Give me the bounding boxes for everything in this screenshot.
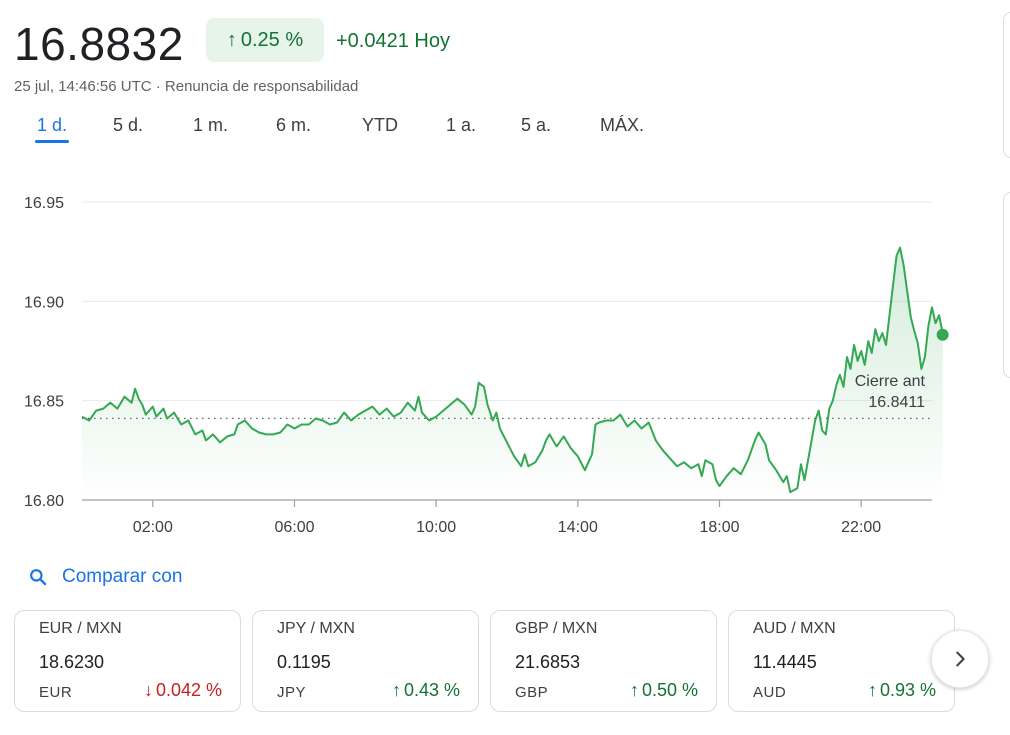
change-percent: ↑ 0.93 %: [868, 680, 936, 701]
exchange-rate: 18.6230: [39, 652, 105, 672]
change-value: 0.43 %: [403, 680, 460, 700]
tab-5-years[interactable]: 5 a.: [521, 115, 552, 135]
arrow-up-icon: ↑: [226, 28, 237, 51]
x-tick-label: 18:00: [699, 519, 739, 536]
change-value: 0.042 %: [155, 680, 222, 700]
tab-6-months[interactable]: 6 m.: [276, 115, 312, 135]
currency-code: GBP: [515, 684, 549, 701]
y-tick-label: 16.90: [24, 294, 64, 311]
change-percent: 0.25 %: [240, 28, 304, 51]
tab-ytd[interactable]: YTD: [362, 115, 398, 135]
change-percent: ↑ 0.43 %: [392, 680, 460, 701]
tab-max[interactable]: MÁX.: [600, 115, 645, 135]
exchange-rate: 0.1195: [277, 652, 331, 672]
change-value: 0.93 %: [879, 680, 936, 700]
arrow-up-icon: ↑: [629, 680, 639, 700]
x-tick-label: 14:00: [558, 519, 598, 536]
previous-close-value: 16.8411: [868, 394, 925, 411]
current-price: 16.8832: [14, 18, 184, 70]
x-tick-label: 22:00: [841, 519, 881, 536]
x-tick-label: 02:00: [133, 519, 173, 536]
y-tick-label: 16.80: [24, 493, 64, 510]
compare-label: Comparar con: [62, 566, 183, 587]
change-percent-badge: ↑ 0.25 %: [206, 18, 324, 62]
change-absolute: +0.0421 Hoy: [336, 30, 450, 52]
currency-card-jpy[interactable]: JPY / MXN 0.1195 JPY ↑ 0.43 %: [252, 610, 479, 712]
exchange-rate: 11.4445: [753, 652, 817, 672]
side-panel-card: [1003, 12, 1010, 158]
currency-card-gbp[interactable]: GBP / MXN 21.6853 GBP ↑ 0.50 %: [490, 610, 717, 712]
x-tick-label: 06:00: [274, 519, 314, 536]
arrow-up-icon: ↑: [867, 680, 877, 700]
previous-close-label: Cierre ant: [855, 373, 926, 390]
next-cards-button[interactable]: [931, 630, 989, 688]
change-value: 0.50 %: [641, 680, 698, 700]
currency-code: EUR: [39, 684, 73, 701]
chevron-right-icon: [956, 651, 965, 667]
currency-pair: AUD / MXN: [753, 620, 836, 637]
price-area-fill: [82, 247, 943, 500]
arrow-down-icon: ↓: [143, 680, 153, 700]
exchange-rate: 21.6853: [515, 652, 581, 672]
currency-card-aud[interactable]: AUD / MXN 11.4445 AUD ↑ 0.93 %: [728, 610, 955, 712]
change-percent: ↓ 0.042 %: [144, 680, 222, 701]
timestamp-disclaimer: 25 jul, 14:46:56 UTC · Renuncia de respo…: [14, 78, 359, 95]
price-line: [81, 246, 944, 494]
tab-1-month[interactable]: 1 m.: [193, 115, 229, 135]
active-tab-underline: [35, 140, 69, 143]
side-panel-card: [1003, 192, 1010, 378]
x-tick-label: 10:00: [416, 519, 456, 536]
tab-1-year[interactable]: 1 a.: [446, 115, 477, 135]
current-price-dot: [936, 328, 949, 341]
currency-card-eur[interactable]: EUR / MXN 18.6230 EUR ↓ 0.042 %: [14, 610, 241, 712]
price-chart[interactable]: 16.95 16.90 16.85 16.80 02:00 06:00 10:00 14:0…: [0, 180, 960, 550]
currency-pair: GBP / MXN: [515, 620, 598, 637]
currency-code: JPY: [277, 684, 307, 701]
tab-5-days[interactable]: 5 d.: [113, 115, 144, 135]
search-icon: [30, 569, 47, 586]
tab-1-day[interactable]: 1 d.: [37, 115, 68, 135]
y-tick-label: 16.95: [24, 195, 64, 212]
y-tick-label: 16.85: [24, 394, 64, 411]
compare-button[interactable]: Comparar con: [28, 566, 182, 588]
currency-code: AUD: [753, 684, 787, 701]
change-percent: ↑ 0.50 %: [630, 680, 698, 701]
arrow-up-icon: ↑: [391, 680, 401, 700]
currency-pair: EUR / MXN: [39, 620, 122, 637]
currency-pair: JPY / MXN: [277, 620, 355, 637]
